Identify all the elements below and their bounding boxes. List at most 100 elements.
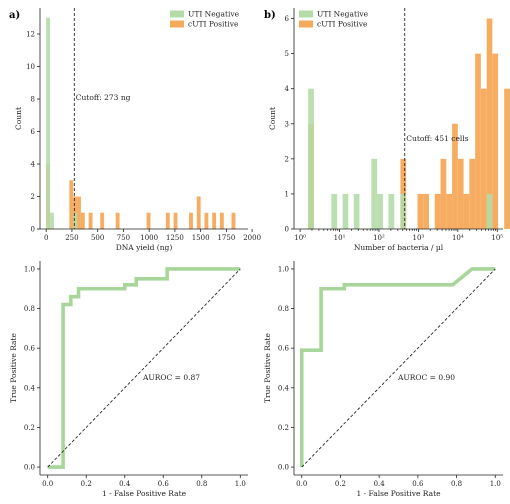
x-axis-label: 1 - False Positive Rate bbox=[102, 489, 187, 498]
histogram-bar bbox=[189, 212, 193, 229]
x-tick-label: 10¹ bbox=[334, 234, 346, 242]
histogram-bar bbox=[446, 193, 453, 229]
y-tick-label: 10 bbox=[26, 63, 35, 71]
histogram-bar bbox=[486, 193, 493, 229]
y-tick-label: 0.8 bbox=[24, 305, 35, 313]
x-tick-label: 1500 bbox=[192, 234, 210, 242]
y-tick-label: 0.4 bbox=[24, 384, 36, 392]
y-tick-label: 3 bbox=[285, 120, 289, 128]
histogram-bar bbox=[115, 212, 120, 229]
histogram-bar bbox=[146, 212, 151, 229]
roc-curve bbox=[47, 267, 241, 469]
y-tick-label: 4 bbox=[285, 85, 290, 93]
y-axis-label: True Positive Rate bbox=[9, 332, 18, 403]
histogram-bar bbox=[46, 17, 51, 229]
x-tick-label: 0.0 bbox=[296, 480, 307, 488]
legend-label: cUTI Positive bbox=[317, 20, 368, 29]
y-tick-label: 8 bbox=[31, 96, 35, 104]
x-tick-label: 2000 bbox=[243, 234, 261, 242]
y-tick-label: 0 bbox=[285, 226, 289, 234]
histogram-panel-b: 10⁰ 10¹ 10² 10³ 10⁴ 10⁵ 0 1 2 3 4 5 6 Number of bacte… bbox=[264, 8, 510, 252]
histogram-bar bbox=[219, 212, 224, 229]
x-tick-label: 10⁰ bbox=[294, 234, 306, 242]
x-tick-label: 10³ bbox=[413, 234, 425, 242]
histogram-bar bbox=[173, 212, 178, 229]
histogram-bar bbox=[100, 212, 105, 229]
x-tick-label: 10⁵ bbox=[491, 234, 503, 242]
histogram-bar bbox=[196, 196, 201, 229]
legend-swatch bbox=[170, 10, 184, 18]
x-tick-label: 1000 bbox=[140, 234, 158, 242]
x-axis-label: 1 - False Positive Rate bbox=[356, 489, 441, 498]
histogram-bar bbox=[388, 193, 395, 229]
y-tick-label: 0.4 bbox=[278, 384, 290, 392]
legend-swatch bbox=[170, 20, 184, 28]
x-axis-label: Number of bacteria / µl bbox=[354, 243, 444, 252]
y-tick-label: 0 bbox=[31, 226, 35, 234]
histogram-bar bbox=[165, 212, 170, 229]
x-tick-label: 750 bbox=[117, 234, 130, 242]
legend-label: cUTI Positive bbox=[188, 20, 239, 29]
panel-label: b) bbox=[264, 10, 276, 21]
auroc-annotation: AUROC = 0.87 bbox=[142, 373, 200, 382]
x-tick-label: 1250 bbox=[166, 234, 184, 242]
histogram-bar bbox=[480, 88, 487, 229]
y-tick-label: 6 bbox=[285, 15, 290, 23]
histogram-bar bbox=[331, 193, 338, 229]
x-tick-label: 0.4 bbox=[119, 480, 131, 488]
histogram-bar bbox=[80, 212, 85, 229]
histogram-bar bbox=[400, 158, 407, 229]
histogram-bar bbox=[400, 193, 407, 229]
y-tick-label: 1 bbox=[285, 190, 289, 198]
histogram-bar bbox=[377, 193, 383, 229]
histogram-bar bbox=[342, 193, 349, 229]
histogram-bar bbox=[77, 196, 81, 229]
x-tick-label: 0.4 bbox=[374, 480, 386, 488]
y-tick-label: 2 bbox=[31, 193, 35, 201]
histogram-bar bbox=[69, 180, 74, 229]
y-tick-label: 4 bbox=[31, 161, 36, 169]
chance-line bbox=[47, 268, 241, 468]
histogram-bar bbox=[486, 18, 493, 230]
x-axis-label: DNA yield (ng) bbox=[116, 243, 173, 252]
histogram-bar bbox=[371, 158, 378, 229]
y-axis-label: True Positive Rate bbox=[263, 332, 272, 403]
y-tick-label: 0.2 bbox=[24, 424, 35, 432]
histogram-bar bbox=[88, 212, 93, 229]
cutoff-label: Cutoff: 451 cells bbox=[406, 134, 468, 143]
x-tick-label: 1.0 bbox=[490, 480, 501, 488]
y-tick-label: 0.0 bbox=[24, 464, 35, 472]
roc-panel-c: 0.0 0.2 0.4 0.6 0.8 1.0 0.0 0.2 0.4 0.6 0.8 1.0 1 - … bbox=[9, 261, 248, 498]
y-tick-label: 1.0 bbox=[24, 265, 35, 273]
x-tick-label: 0.6 bbox=[412, 480, 424, 488]
x-tick-label: 0.0 bbox=[42, 480, 53, 488]
histogram-bar bbox=[492, 53, 499, 229]
x-tick-label: 0.2 bbox=[81, 480, 92, 488]
histogram-bar bbox=[457, 158, 464, 229]
x-tick-label: 0.2 bbox=[335, 480, 346, 488]
x-tick-label: 250 bbox=[65, 234, 78, 242]
histogram-bar bbox=[353, 193, 360, 229]
x-tick-label: 0.6 bbox=[158, 480, 170, 488]
y-tick-label: 0.6 bbox=[24, 345, 36, 353]
y-tick-label: 0.2 bbox=[278, 424, 289, 432]
legend-swatch bbox=[299, 10, 313, 18]
chance-line bbox=[301, 268, 496, 468]
panel-label: a) bbox=[9, 10, 20, 21]
x-tick-label: 10⁴ bbox=[452, 234, 464, 242]
legend-label: UTI Negative bbox=[317, 10, 369, 19]
y-tick-label: 0.6 bbox=[278, 345, 290, 353]
histogram-bar bbox=[204, 212, 209, 229]
x-tick-label: 0.8 bbox=[196, 480, 207, 488]
histogram-bar bbox=[231, 212, 236, 229]
y-tick-label: 12 bbox=[26, 31, 35, 39]
histogram-bar bbox=[50, 212, 54, 229]
y-tick-label: 6 bbox=[31, 128, 36, 136]
histogram-bar bbox=[440, 158, 447, 229]
x-tick-label: 0 bbox=[44, 234, 48, 242]
x-tick-label: 1.0 bbox=[235, 480, 246, 488]
x-tick-label: 10² bbox=[373, 234, 385, 242]
roc-panel-d: 0.0 0.2 0.4 0.6 0.8 1.0 0.0 0.2 0.4 0.6 0.8 1.0 1 - … bbox=[263, 261, 503, 498]
